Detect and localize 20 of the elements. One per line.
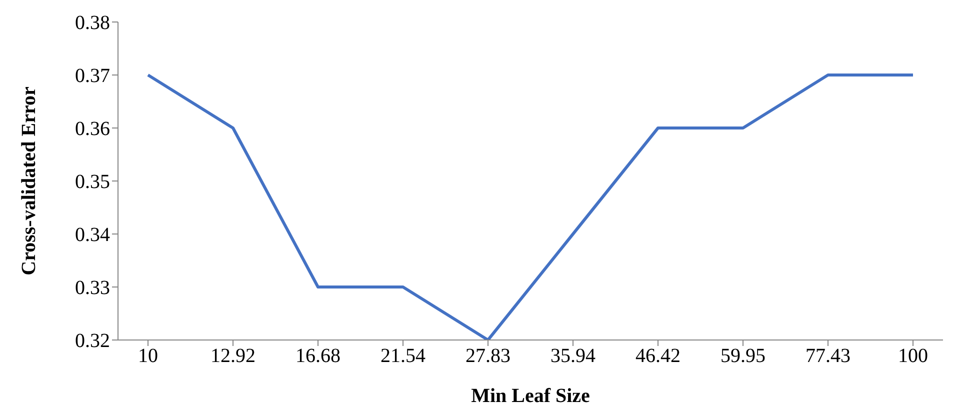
y-tick-label: 0.36	[75, 118, 110, 140]
y-tick-label: 0.38	[75, 12, 110, 34]
y-axis-title: Cross-validated Error	[18, 86, 40, 276]
line-series	[146, 74, 914, 340]
y-tick-label: 0.33	[75, 277, 110, 300]
x-axis-title: Min Leaf Size	[471, 385, 590, 407]
x-tick-label: 10	[138, 345, 158, 368]
x-tick-label: 21.54	[380, 345, 426, 368]
x-tick-label: 12.92	[210, 345, 256, 368]
x-tick-label: 100	[898, 345, 928, 368]
y-tick-label: 0.34	[75, 224, 110, 246]
y-tick-label: 0.32	[75, 330, 110, 352]
y-tick-label: 0.37	[75, 65, 110, 88]
x-tick-label: 35.94	[550, 345, 596, 368]
x-tick-label: 59.95	[720, 345, 766, 368]
x-tick-label: 16.68	[296, 345, 340, 368]
x-tick-label: 77.43	[806, 345, 850, 368]
y-tick-label: 0.35	[75, 171, 110, 194]
x-tick-label: 46.42	[636, 345, 680, 368]
x-tick-label: 27.83	[466, 345, 510, 368]
